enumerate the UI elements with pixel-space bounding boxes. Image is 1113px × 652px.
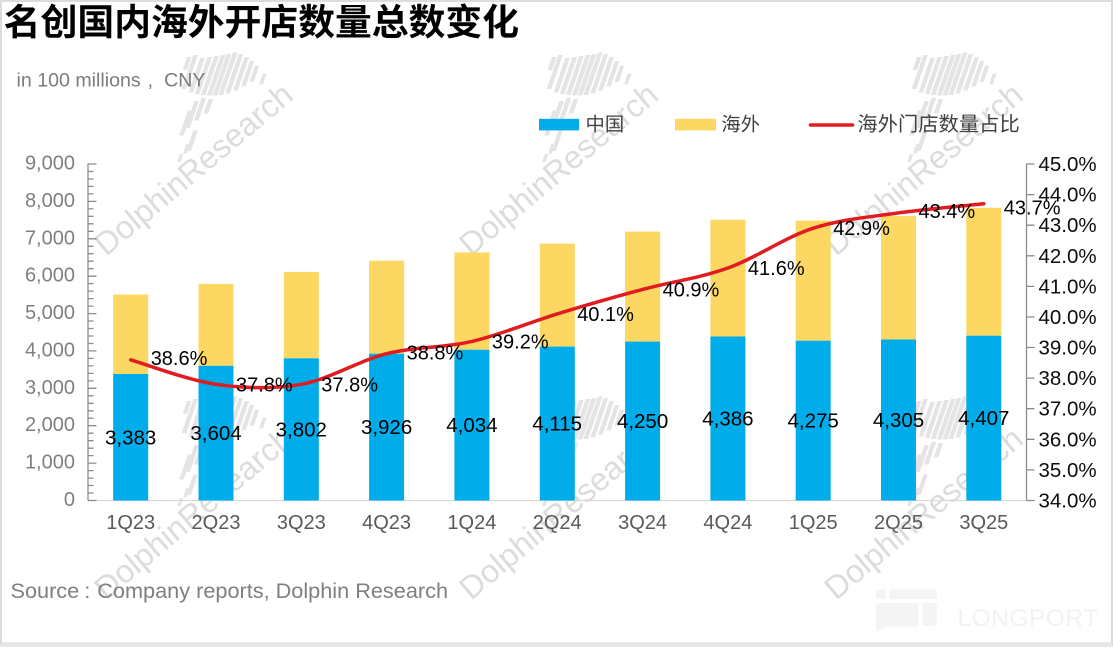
svg-text:LONGPORT: LONGPORT	[958, 605, 1099, 632]
svg-text:38.0%: 38.0%	[1039, 367, 1097, 390]
svg-text:3Q24: 3Q24	[618, 512, 667, 534]
svg-text:36.0%: 36.0%	[1039, 428, 1097, 451]
svg-text:6,000: 6,000	[25, 265, 75, 287]
svg-text:41.0%: 41.0%	[1039, 275, 1097, 298]
svg-text:41.6%: 41.6%	[748, 258, 805, 280]
svg-text:1Q25: 1Q25	[789, 512, 838, 534]
svg-text:4,386: 4,386	[702, 408, 753, 431]
svg-text:4,250: 4,250	[617, 410, 668, 433]
svg-text:2,000: 2,000	[25, 414, 75, 436]
svg-text:1,000: 1,000	[25, 452, 75, 474]
svg-text:4,407: 4,407	[958, 407, 1009, 430]
svg-text:2Q24: 2Q24	[533, 512, 582, 534]
svg-text:37.8%: 37.8%	[236, 374, 293, 396]
svg-text:3,604: 3,604	[190, 422, 241, 445]
svg-text:4,000: 4,000	[25, 339, 75, 361]
svg-text:3,802: 3,802	[276, 418, 327, 441]
svg-text:40.1%: 40.1%	[577, 304, 634, 326]
svg-text:4,275: 4,275	[788, 410, 839, 433]
svg-text:44.0%: 44.0%	[1039, 184, 1097, 207]
svg-text:43.0%: 43.0%	[1039, 214, 1097, 237]
svg-text:8,000: 8,000	[25, 190, 75, 212]
svg-text:2Q23: 2Q23	[192, 512, 241, 534]
svg-text:39.0%: 39.0%	[1039, 337, 1097, 360]
svg-text:in 100 millions,CNY: in 100 millions, CNY	[17, 70, 206, 92]
svg-text:42.9%: 42.9%	[833, 218, 890, 240]
svg-text:35.0%: 35.0%	[1039, 459, 1097, 482]
svg-text:34.0%: 34.0%	[1039, 490, 1097, 513]
svg-text:3,000: 3,000	[25, 377, 75, 399]
svg-text:37.8%: 37.8%	[321, 374, 378, 396]
svg-text:9,000: 9,000	[25, 153, 75, 175]
svg-text:Source:Company reports, Dolphi: Source: Company reports, Dolphin Research	[11, 578, 449, 603]
svg-text:4,034: 4,034	[446, 414, 497, 437]
svg-text:3,926: 3,926	[361, 416, 412, 439]
svg-text:3Q25: 3Q25	[959, 512, 1008, 534]
svg-text:43.4%: 43.4%	[919, 201, 976, 223]
svg-text:3,383: 3,383	[105, 426, 156, 449]
svg-text:40.9%: 40.9%	[663, 279, 720, 301]
svg-text:7,000: 7,000	[25, 227, 75, 249]
svg-text:4Q24: 4Q24	[703, 512, 752, 534]
svg-text:4,305: 4,305	[873, 409, 924, 432]
svg-text:40.0%: 40.0%	[1039, 306, 1097, 329]
svg-text:2Q25: 2Q25	[874, 512, 923, 534]
svg-text:38.8%: 38.8%	[407, 343, 464, 365]
svg-text:0: 0	[64, 489, 75, 511]
svg-text:1Q23: 1Q23	[106, 512, 155, 534]
svg-text:37.0%: 37.0%	[1039, 398, 1097, 421]
svg-text:4,115: 4,115	[532, 413, 582, 436]
svg-text:3Q23: 3Q23	[277, 512, 326, 534]
svg-text:45.0%: 45.0%	[1039, 153, 1097, 176]
svg-text:4Q23: 4Q23	[362, 512, 411, 534]
svg-text:1Q24: 1Q24	[447, 512, 496, 534]
svg-text:39.2%: 39.2%	[492, 331, 549, 353]
svg-text:43.7%: 43.7%	[1004, 197, 1061, 219]
svg-text:42.0%: 42.0%	[1039, 245, 1097, 268]
svg-text:38.6%: 38.6%	[151, 348, 208, 370]
svg-text:5,000: 5,000	[25, 302, 75, 324]
